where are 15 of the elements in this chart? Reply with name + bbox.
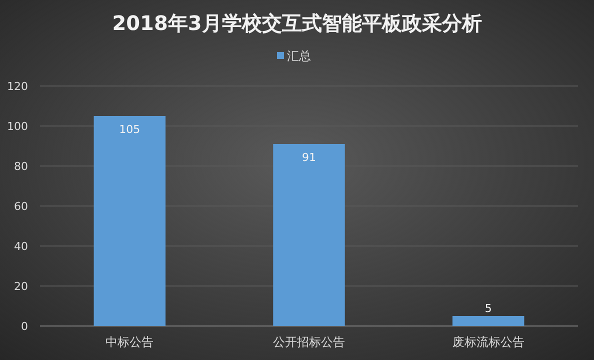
y-tick-label: 100 — [7, 120, 28, 133]
data-label: 91 — [302, 151, 316, 164]
y-tick-label: 0 — [21, 320, 28, 333]
legend-label: 汇总 — [287, 49, 311, 63]
y-tick-label: 80 — [14, 160, 28, 173]
chart-title: 2018年3月学校交互式智能平板政采分析 — [112, 11, 482, 35]
x-tick-label: 公开招标公告 — [273, 335, 345, 349]
y-tick-label: 40 — [14, 240, 28, 253]
x-tick-label: 废标流标公告 — [452, 335, 524, 349]
x-tick-label: 中标公告 — [106, 335, 154, 349]
y-tick-label: 60 — [14, 200, 28, 213]
y-tick-label: 20 — [14, 280, 28, 293]
y-tick-label: 120 — [7, 80, 28, 93]
data-label: 5 — [484, 302, 492, 315]
data-label: 105 — [119, 123, 140, 136]
